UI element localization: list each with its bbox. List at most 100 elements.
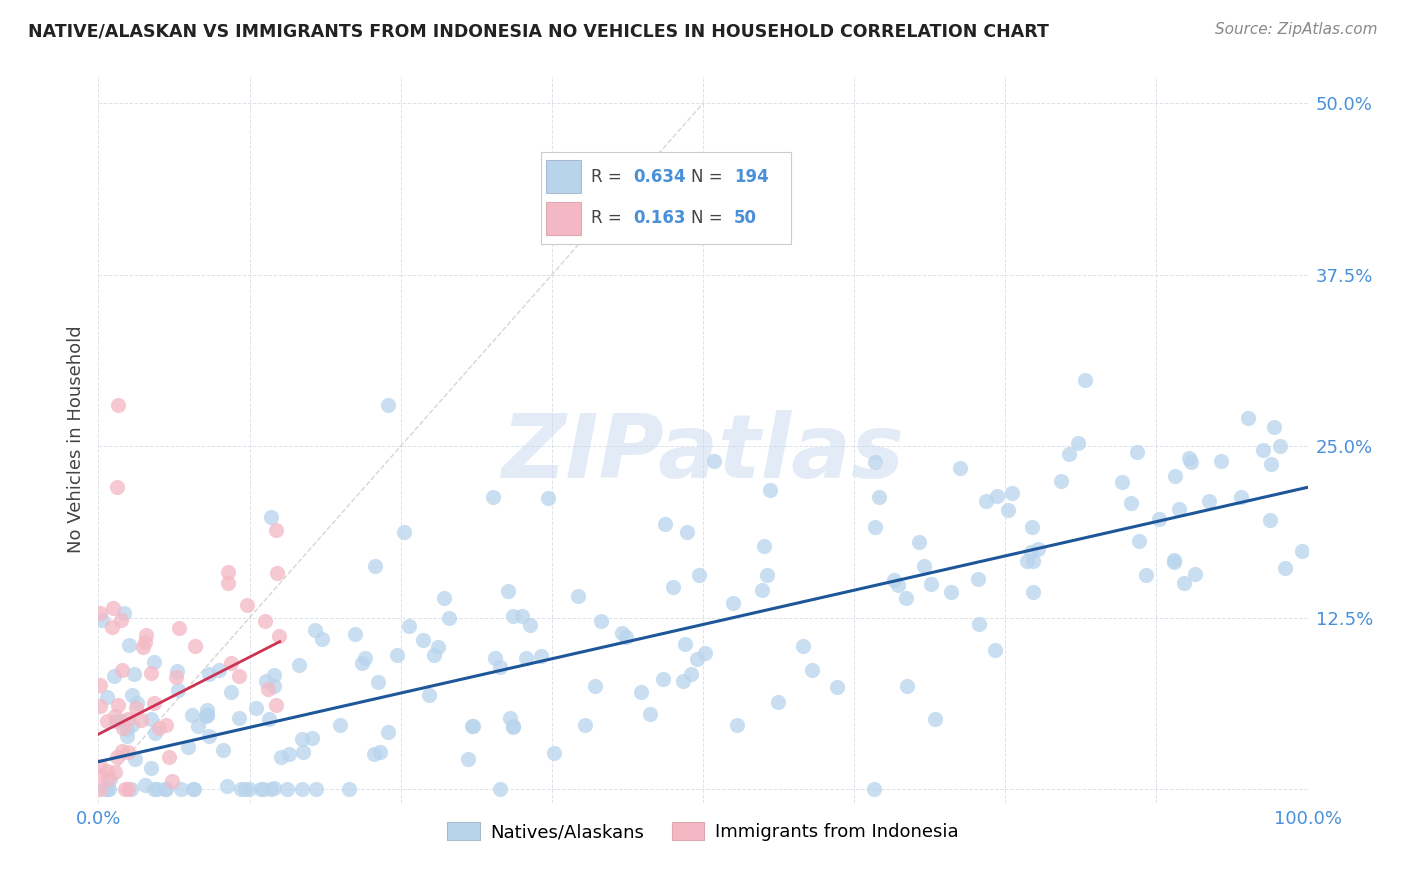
Point (260, 782, 283, 797)
Point (530, 649, 553, 664)
Point (264, 698, 287, 713)
Point (489, 782, 512, 797)
Point (329, 717, 352, 731)
Point (574, 718, 596, 732)
Point (502, 608, 524, 623)
Point (1147, 512, 1170, 526)
Point (499, 711, 522, 725)
Point (254, 614, 277, 628)
Point (122, 667, 145, 681)
Point (166, 664, 188, 678)
Point (195, 703, 218, 717)
Point (167, 682, 190, 697)
Point (267, 629, 290, 643)
Point (387, 648, 409, 662)
Point (167, 621, 190, 635)
Point (589, 614, 612, 628)
Point (461, 719, 484, 733)
Point (1209, 454, 1232, 468)
Point (134, 635, 156, 649)
Point (1163, 469, 1185, 483)
Text: 194: 194 (734, 168, 769, 186)
Point (1021, 519, 1043, 533)
Point (759, 483, 782, 497)
Text: ZIPatlas: ZIPatlas (502, 410, 904, 498)
Point (153, 782, 176, 797)
Point (177, 739, 200, 754)
Point (115, 722, 138, 736)
Point (426, 640, 449, 654)
Point (1184, 567, 1206, 582)
Point (183, 782, 205, 797)
Point (254, 674, 277, 689)
Point (997, 503, 1019, 517)
Point (118, 638, 141, 652)
Point (311, 632, 333, 646)
Point (1163, 553, 1185, 567)
Point (672, 674, 695, 689)
Point (543, 747, 565, 761)
Point (585, 679, 607, 693)
Point (868, 490, 890, 504)
Point (1274, 561, 1296, 575)
Point (1021, 585, 1043, 599)
Point (89, 606, 111, 620)
Point (93, 782, 115, 797)
Point (862, 782, 884, 797)
Point (134, 778, 156, 792)
Point (1015, 554, 1038, 568)
Point (98, 772, 121, 786)
Point (1019, 544, 1042, 558)
Text: NATIVE/ALASKAN VS IMMIGRANTS FROM INDONESIA NO VEHICLES IN HOUSEHOLD CORRELATION: NATIVE/ALASKAN VS IMMIGRANTS FROM INDONE… (28, 22, 1049, 40)
Point (89, 759, 111, 773)
Point (368, 745, 391, 759)
Point (143, 725, 166, 739)
Point (110, 613, 132, 627)
Point (1028, 542, 1050, 557)
Point (1177, 450, 1199, 465)
Point (519, 617, 541, 632)
Point (291, 782, 314, 797)
Point (1067, 436, 1090, 450)
Point (124, 752, 146, 766)
Point (129, 714, 152, 728)
Point (142, 782, 165, 797)
Point (292, 745, 315, 759)
Point (263, 667, 285, 681)
Point (1163, 555, 1185, 569)
Point (197, 707, 219, 722)
Point (96, 714, 118, 729)
Point (107, 398, 129, 412)
Point (966, 572, 988, 586)
Point (117, 782, 139, 797)
Point (257, 681, 280, 696)
Point (1135, 568, 1157, 582)
Point (112, 606, 135, 620)
Point (489, 660, 512, 674)
Point (245, 701, 267, 715)
Point (398, 619, 420, 633)
Point (377, 724, 399, 739)
Point (198, 667, 221, 681)
Point (502, 719, 524, 733)
Point (125, 697, 148, 711)
Point (908, 535, 931, 549)
Text: 0.163: 0.163 (634, 210, 686, 227)
Point (155, 718, 177, 732)
Point (217, 575, 239, 590)
Point (135, 628, 157, 642)
Point (233, 782, 256, 797)
Point (132, 640, 155, 654)
Point (103, 601, 125, 615)
Point (756, 568, 779, 582)
Point (800, 663, 823, 677)
Point (263, 679, 285, 693)
Point (703, 454, 725, 468)
Point (146, 782, 169, 797)
Point (235, 599, 257, 613)
Point (1237, 411, 1260, 425)
Point (510, 609, 533, 624)
Point (155, 782, 177, 797)
Point (195, 707, 218, 722)
Point (170, 782, 193, 797)
